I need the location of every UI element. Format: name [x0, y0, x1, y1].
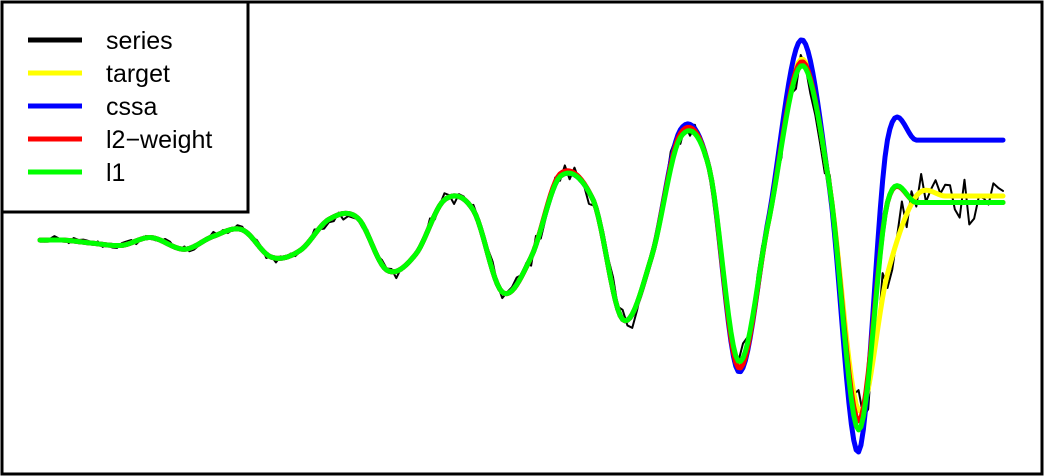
legend-items: series target cssa l2−weight l1 [28, 27, 212, 187]
series-layer [37, 37, 1006, 455]
legend-label-l1: l1 [106, 159, 125, 187]
legend: series target cssa l2−weight l1 [0, 0, 250, 214]
legend-label-target: target [106, 60, 170, 88]
legend-label-series: series [106, 27, 173, 55]
series-line-l1 [37, 63, 1006, 433]
legend-label-cssa: cssa [106, 93, 158, 121]
legend-label-l2-weight: l2−weight [106, 126, 212, 154]
